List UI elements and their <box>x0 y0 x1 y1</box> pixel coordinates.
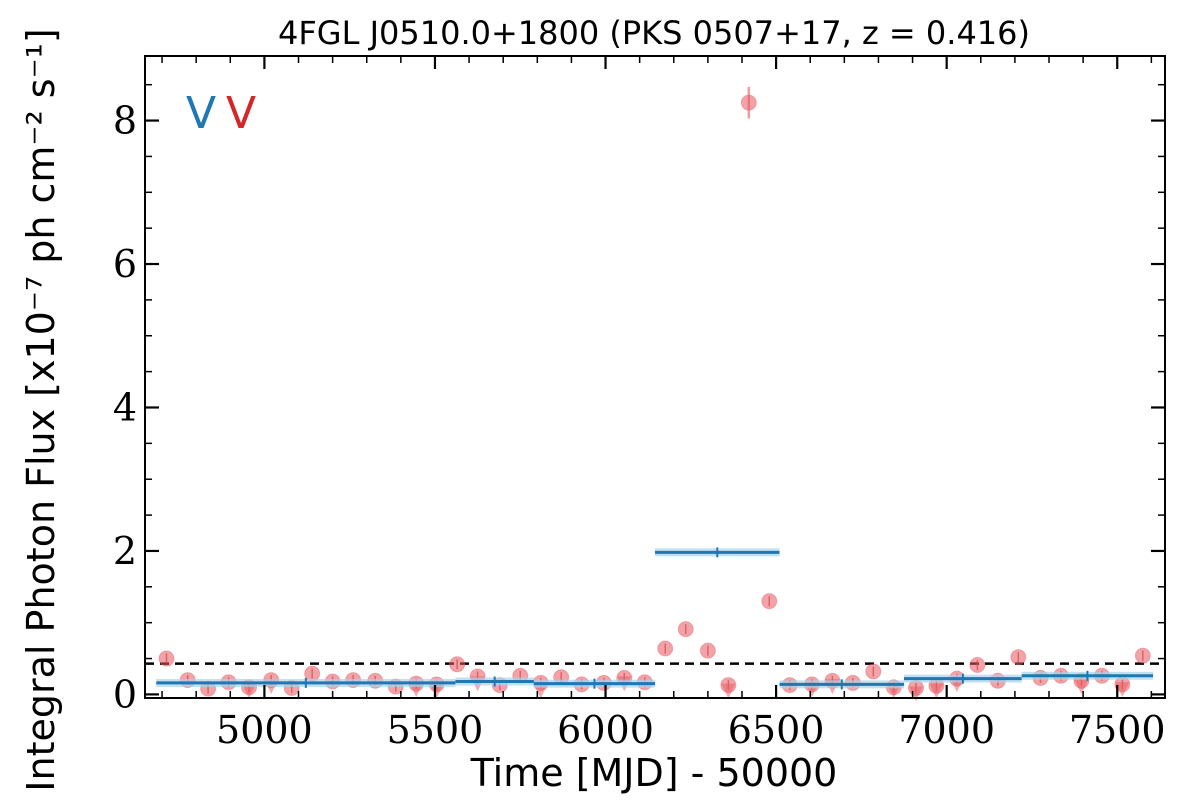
flux-point <box>740 94 757 111</box>
y-axis-label: Integral Photon Flux [x10⁻⁷ ph cm⁻² s⁻¹] <box>19 28 63 791</box>
x-tick-label: 6000 <box>557 708 654 752</box>
flux-point <box>449 656 466 673</box>
flux-point <box>865 663 882 680</box>
y-tick-label: 4 <box>113 385 137 429</box>
x-axis-label: Time [MJD] - 50000 <box>470 751 838 795</box>
x-tick-label: 7000 <box>898 708 995 752</box>
y-tick-label: 6 <box>113 242 137 286</box>
flux-point <box>1010 649 1027 666</box>
flux-point <box>761 593 778 610</box>
upper-limit-marker <box>721 683 736 699</box>
y-tick-label: 2 <box>113 529 137 573</box>
x-tick-label: 6500 <box>728 708 825 752</box>
upper-limit-marker <box>1115 682 1130 698</box>
flux-point <box>699 642 716 659</box>
axis-ticks: 5000 5500 6000 6500 7000 7500 0 2 4 6 8 <box>113 56 1166 752</box>
upper-limit-marker <box>1074 679 1089 695</box>
chart-title: 4FGL J0510.0+1800 (PKS 0507+17, z = 0.41… <box>278 14 1030 52</box>
plot-area <box>145 86 1165 702</box>
y-tick-label: 8 <box>113 99 137 143</box>
x-tick-label: 5000 <box>216 708 313 752</box>
flux-point <box>1134 647 1151 664</box>
flux-point <box>158 650 175 667</box>
y-tick-label: 0 <box>113 672 137 716</box>
flux-point <box>304 665 321 682</box>
flux-point <box>657 640 674 657</box>
x-tick-label: 5500 <box>387 708 484 752</box>
upper-limit-marker <box>929 683 944 699</box>
upper-limit-marker <box>242 683 257 699</box>
flux-point <box>969 657 986 674</box>
upper-limit-marker <box>908 686 923 702</box>
x-tick-label: 7500 <box>1069 708 1166 752</box>
flux-point <box>677 621 694 638</box>
plot-frame <box>144 55 1166 699</box>
legend-entry: V <box>226 88 256 139</box>
legend-entry: V <box>186 88 216 139</box>
